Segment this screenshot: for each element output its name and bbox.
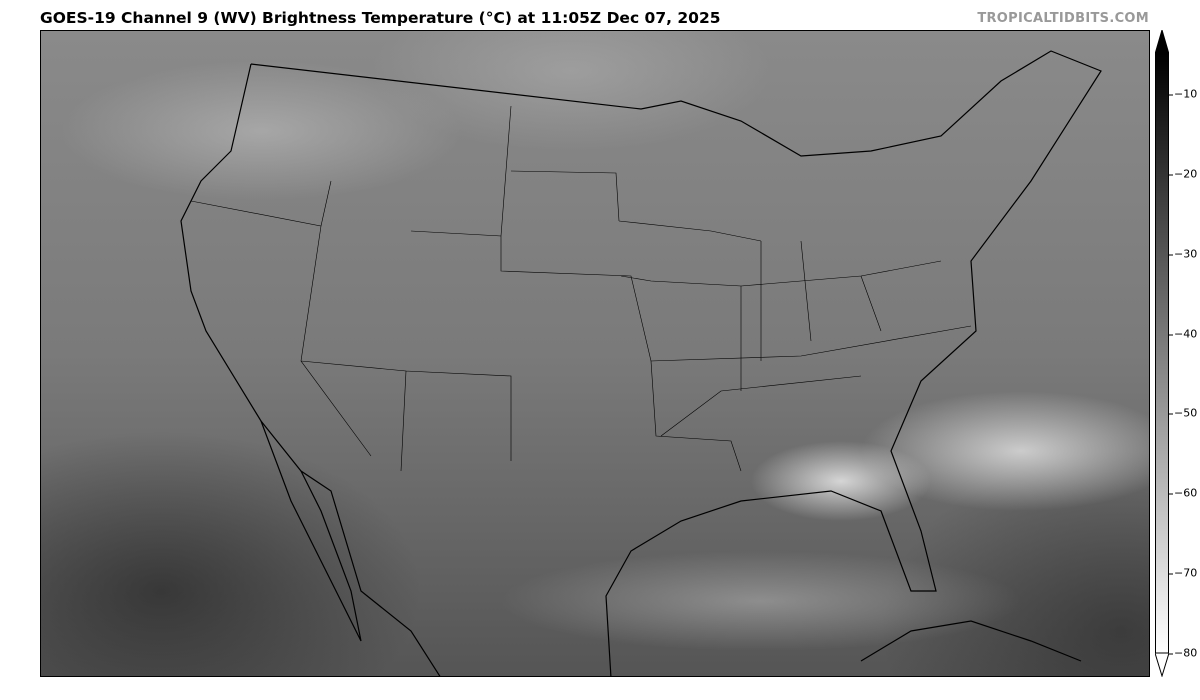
state-borders: [190, 105, 972, 472]
colorbar-tick: −60: [1168, 486, 1198, 500]
colorbar-tick: −30: [1168, 247, 1198, 261]
colorbar-tick: −70: [1168, 566, 1198, 580]
colorbar-tick: −40: [1168, 327, 1198, 341]
colorbar-tick: −80: [1168, 646, 1198, 660]
colorbar-tick: −10: [1168, 87, 1198, 101]
cuba-outline: [860, 620, 1082, 662]
coastline-outlines: [180, 50, 1102, 676]
map-title: GOES-19 Channel 9 (WV) Brightness Temper…: [40, 9, 721, 27]
colorbar-extend-bottom: [1155, 652, 1169, 677]
colorbar-tick: −50: [1168, 406, 1198, 420]
satellite-map: [40, 30, 1150, 677]
brand-watermark[interactable]: TROPICALTIDBITS.COM: [977, 11, 1149, 26]
colorbar-extend-top: [1155, 30, 1169, 55]
colorbar-tick: −20: [1168, 167, 1198, 181]
colorbar-gradient: [1155, 53, 1169, 654]
colorbar: [1155, 30, 1169, 677]
us-outline: [180, 50, 1102, 676]
baja-outline: [260, 420, 362, 642]
